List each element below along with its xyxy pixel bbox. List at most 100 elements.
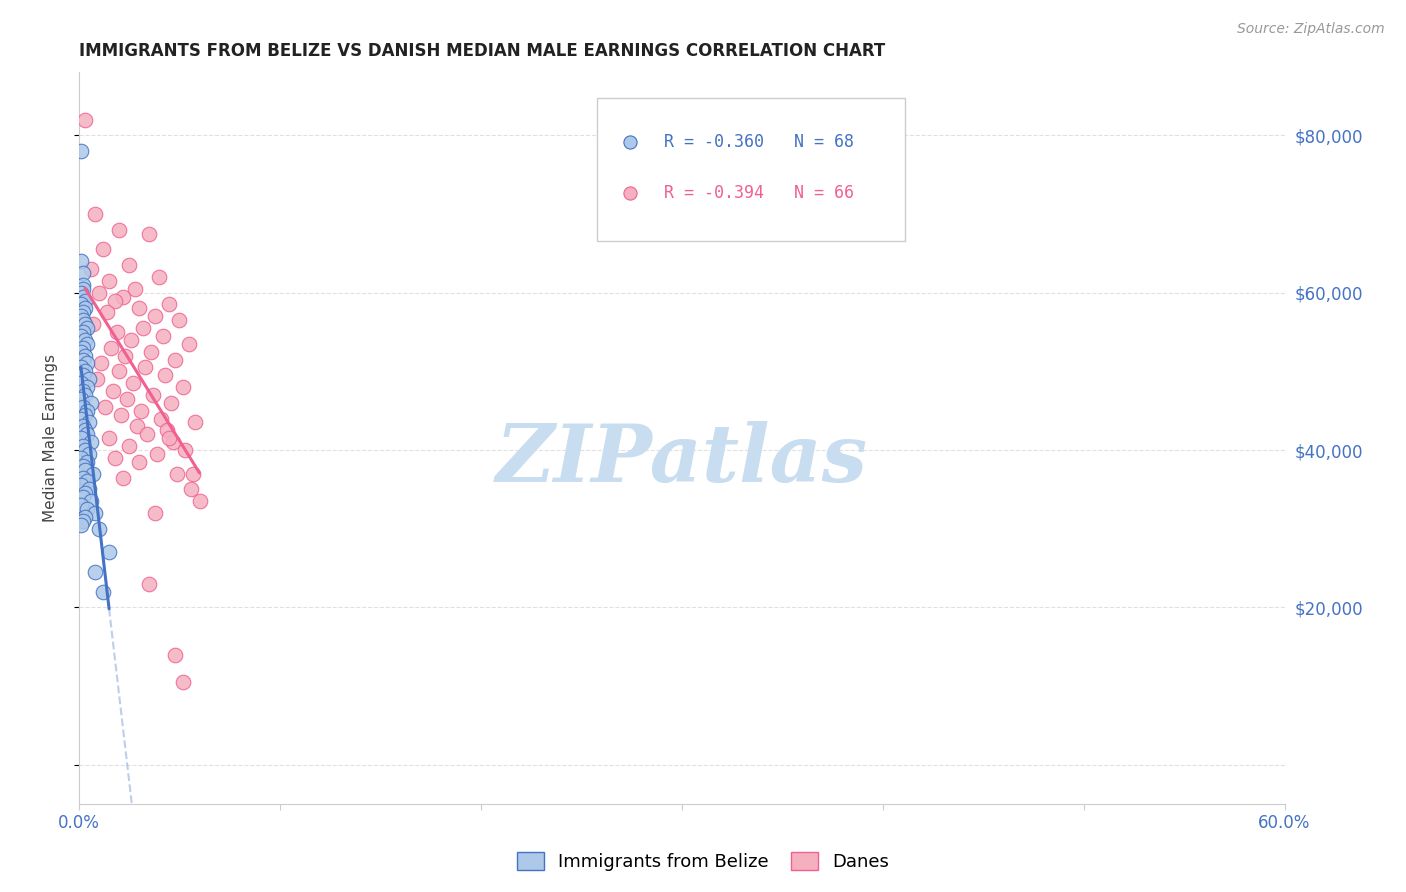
Point	[179, 336, 201, 351]
Point	[91, 243, 114, 257]
Point	[72, 325, 94, 339]
Point	[90, 356, 112, 370]
Point	[70, 329, 93, 343]
Point	[76, 427, 98, 442]
Point	[76, 336, 98, 351]
Point	[70, 144, 93, 158]
Point	[72, 352, 94, 367]
Point	[72, 514, 94, 528]
Point	[72, 282, 94, 296]
Point	[108, 223, 131, 237]
Point	[172, 675, 194, 690]
Point	[180, 483, 202, 497]
Point	[72, 458, 94, 473]
Point	[128, 301, 150, 316]
Point	[100, 341, 122, 355]
Point	[84, 207, 107, 221]
Point	[188, 494, 211, 508]
Point	[118, 258, 141, 272]
Point	[148, 269, 170, 284]
Point	[165, 352, 187, 367]
Point	[112, 290, 135, 304]
Point	[132, 321, 155, 335]
Point	[91, 584, 114, 599]
Point	[72, 490, 94, 504]
Point	[108, 364, 131, 378]
Legend: Immigrants from Belize, Danes: Immigrants from Belize, Danes	[509, 846, 897, 879]
Point	[73, 293, 96, 308]
Text: R = -0.394   N = 66: R = -0.394 N = 66	[664, 184, 853, 202]
Point	[76, 321, 98, 335]
Point	[122, 376, 145, 391]
Point	[73, 442, 96, 457]
Point	[76, 475, 98, 489]
Point	[986, 757, 1008, 772]
Text: IMMIGRANTS FROM BELIZE VS DANISH MEDIAN MALE EARNINGS CORRELATION CHART: IMMIGRANTS FROM BELIZE VS DANISH MEDIAN …	[79, 42, 886, 60]
Point	[77, 447, 100, 461]
Point	[80, 435, 103, 450]
Point	[70, 310, 93, 324]
Point	[72, 419, 94, 434]
Point	[77, 483, 100, 497]
Text: Source: ZipAtlas.com: Source: ZipAtlas.com	[1237, 22, 1385, 37]
Y-axis label: Median Male Earnings: Median Male Earnings	[44, 354, 58, 522]
Point	[73, 509, 96, 524]
Point	[115, 392, 138, 406]
Point	[183, 467, 205, 481]
Point	[70, 285, 93, 300]
Point	[76, 403, 98, 417]
Point	[72, 266, 94, 280]
Point	[70, 478, 93, 492]
Point	[143, 310, 166, 324]
Point	[162, 435, 184, 450]
Point	[72, 305, 94, 319]
Point	[73, 364, 96, 378]
Point	[124, 282, 146, 296]
Point	[73, 349, 96, 363]
Point	[184, 416, 207, 430]
Point	[72, 341, 94, 355]
Point	[134, 360, 156, 375]
Point	[104, 450, 127, 465]
Point	[70, 411, 93, 425]
Point	[150, 411, 173, 425]
Point	[112, 470, 135, 484]
Point	[174, 442, 197, 457]
Point	[142, 388, 165, 402]
Point	[76, 380, 98, 394]
Point	[73, 463, 96, 477]
Point	[73, 333, 96, 347]
Point	[82, 317, 104, 331]
Point	[96, 305, 118, 319]
Point	[76, 356, 98, 370]
Point	[72, 277, 94, 292]
Point	[80, 262, 103, 277]
Point	[86, 372, 108, 386]
Point	[72, 368, 94, 383]
Point	[73, 112, 96, 127]
Point	[70, 376, 93, 391]
Point	[136, 427, 159, 442]
Point	[152, 329, 174, 343]
Point	[82, 467, 104, 481]
Point	[87, 285, 110, 300]
Point	[155, 368, 177, 383]
Point	[165, 648, 187, 662]
Point	[80, 396, 103, 410]
Point	[70, 450, 93, 465]
Point	[80, 494, 103, 508]
Point	[105, 325, 128, 339]
Point	[101, 384, 124, 398]
Point	[166, 467, 188, 481]
Point	[70, 297, 93, 311]
Point	[141, 344, 163, 359]
Point	[77, 372, 100, 386]
Point	[70, 392, 93, 406]
Point	[110, 408, 132, 422]
Point	[114, 349, 136, 363]
Point	[98, 431, 121, 445]
Point	[157, 431, 180, 445]
Point	[73, 408, 96, 422]
Point	[128, 455, 150, 469]
Point	[87, 522, 110, 536]
